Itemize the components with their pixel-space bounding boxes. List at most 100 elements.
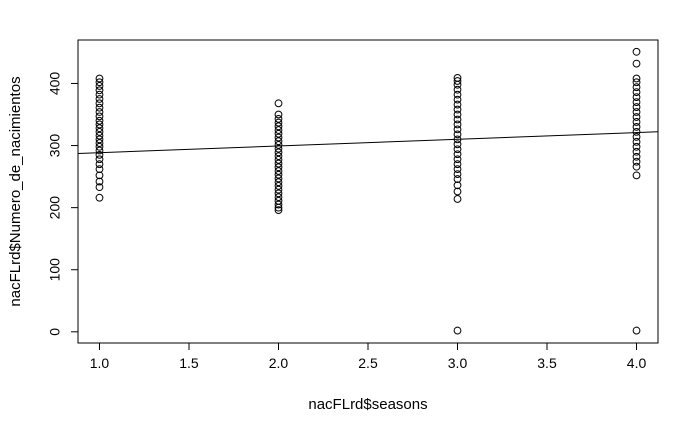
data-point — [95, 165, 104, 174]
data-point — [274, 185, 283, 194]
data-point — [274, 122, 283, 131]
data-point — [632, 74, 641, 83]
data-point — [274, 167, 283, 175]
data-point — [632, 132, 641, 141]
x-tick-label: 1.0 — [90, 355, 110, 371]
data-point — [274, 189, 283, 198]
y-tick-label: 400 — [47, 72, 63, 96]
y-tick-label: 0 — [47, 328, 63, 336]
y-tick-label: 100 — [47, 258, 63, 282]
x-tick-label: 2.5 — [358, 355, 378, 371]
data-point — [95, 131, 104, 140]
data-point — [95, 139, 104, 147]
data-point — [632, 142, 641, 151]
data-point — [95, 171, 104, 180]
data-point — [274, 133, 283, 142]
data-point — [632, 93, 641, 102]
data-point — [95, 155, 104, 164]
x-tick-label: 2.0 — [269, 355, 289, 371]
data-point — [274, 182, 283, 190]
data-point — [274, 118, 283, 127]
data-point — [274, 114, 283, 123]
data-point — [274, 99, 283, 108]
data-point — [95, 82, 104, 90]
data-point — [95, 86, 104, 95]
data-point — [453, 120, 462, 129]
data-point — [453, 130, 462, 139]
data-point — [632, 152, 641, 161]
data-point — [95, 74, 104, 83]
data-point — [453, 165, 462, 174]
data-point — [95, 103, 104, 112]
data-point — [632, 83, 641, 92]
data-point — [95, 90, 104, 99]
data-point — [274, 174, 283, 183]
data-point — [274, 141, 283, 149]
data-point — [95, 124, 104, 133]
data-point — [632, 326, 641, 335]
data-point — [95, 108, 104, 116]
data-point — [632, 147, 641, 156]
data-point — [453, 175, 462, 183]
data-point — [274, 200, 283, 209]
data-point — [632, 118, 641, 126]
data-point — [632, 78, 641, 87]
data-point — [453, 160, 462, 169]
data-point — [632, 171, 641, 180]
data-point — [274, 152, 283, 161]
data-point — [453, 187, 462, 196]
data-point — [632, 103, 641, 111]
data-point — [95, 146, 104, 155]
data-point — [274, 170, 283, 179]
y-axis-label: nacFLrd$Numero_de_nacimientos — [7, 76, 24, 306]
data-point — [632, 157, 641, 166]
data-point — [95, 177, 104, 186]
y-tick-label: 300 — [47, 134, 63, 158]
data-point — [453, 326, 462, 335]
data-point — [632, 162, 641, 171]
data-point — [632, 59, 641, 68]
regression-line — [77, 131, 659, 155]
data-point — [632, 47, 641, 56]
data-point — [95, 116, 104, 125]
y-tick-label: 200 — [47, 196, 63, 220]
data-point — [453, 73, 462, 82]
data-point — [632, 127, 641, 136]
data-point — [274, 129, 283, 138]
data-point — [632, 123, 641, 131]
data-point — [453, 140, 462, 149]
data-point — [453, 95, 462, 104]
data-point — [274, 110, 283, 119]
data-point — [453, 85, 462, 94]
data-point — [274, 155, 283, 164]
x-tick-label: 4.0 — [627, 355, 647, 371]
data-point — [453, 100, 462, 109]
data-point — [274, 159, 283, 168]
data-point — [95, 150, 104, 159]
data-point — [95, 183, 104, 192]
data-point — [95, 135, 104, 144]
scatter-points — [95, 47, 641, 335]
x-axis: 1.0 1.5 2.0 2.5 3.0 3.5 4.0 — [90, 342, 647, 371]
data-point — [95, 99, 104, 108]
data-point — [453, 90, 462, 99]
data-point — [274, 148, 283, 157]
data-point — [632, 98, 641, 106]
data-point — [95, 120, 104, 129]
data-point — [453, 145, 462, 154]
data-point — [95, 127, 104, 136]
data-point — [453, 181, 462, 190]
data-point — [274, 178, 283, 187]
data-point — [274, 196, 283, 205]
x-tick-label: 3.0 — [448, 355, 468, 371]
data-point — [453, 115, 462, 124]
data-point — [95, 193, 104, 202]
data-point — [274, 163, 283, 172]
data-point — [274, 206, 283, 215]
data-point — [453, 77, 462, 85]
data-point — [453, 125, 462, 134]
data-point — [453, 150, 462, 159]
